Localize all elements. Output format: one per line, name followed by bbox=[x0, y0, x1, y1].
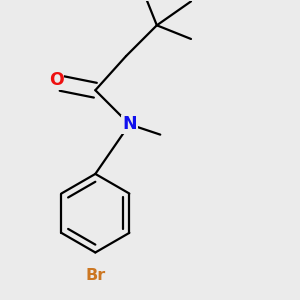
Text: Br: Br bbox=[85, 268, 106, 283]
Text: O: O bbox=[49, 71, 63, 89]
Text: N: N bbox=[122, 116, 137, 134]
